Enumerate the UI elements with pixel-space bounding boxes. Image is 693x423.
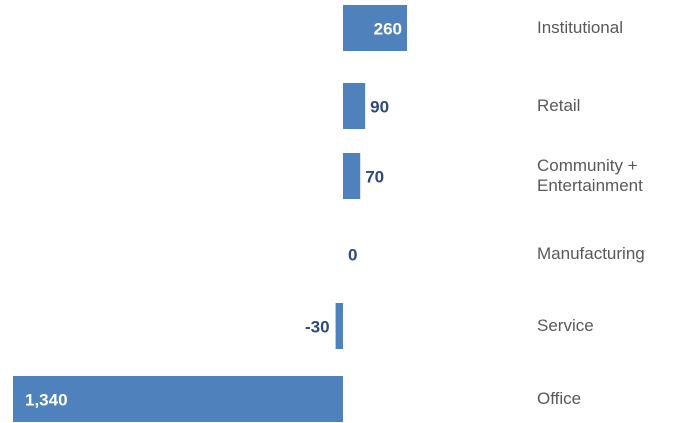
data-label: 70 bbox=[365, 167, 384, 186]
data-label: 260 bbox=[374, 19, 402, 38]
category-label: Service bbox=[537, 316, 594, 335]
category-label: Manufacturing bbox=[537, 244, 645, 263]
bar bbox=[342, 83, 366, 129]
bar bbox=[342, 5, 407, 51]
data-label: -30 bbox=[305, 317, 330, 336]
data-label: 0 bbox=[348, 245, 357, 264]
bar bbox=[335, 303, 343, 349]
category-label: Retail bbox=[537, 96, 581, 115]
category-label: Institutional bbox=[537, 18, 623, 37]
category-label: Office bbox=[537, 389, 582, 408]
bar bbox=[13, 376, 343, 422]
bar bbox=[342, 153, 361, 199]
category-label: Community + Entertainment bbox=[537, 156, 643, 195]
data-label: 1,340 bbox=[25, 390, 68, 409]
data-label: 90 bbox=[370, 97, 389, 116]
